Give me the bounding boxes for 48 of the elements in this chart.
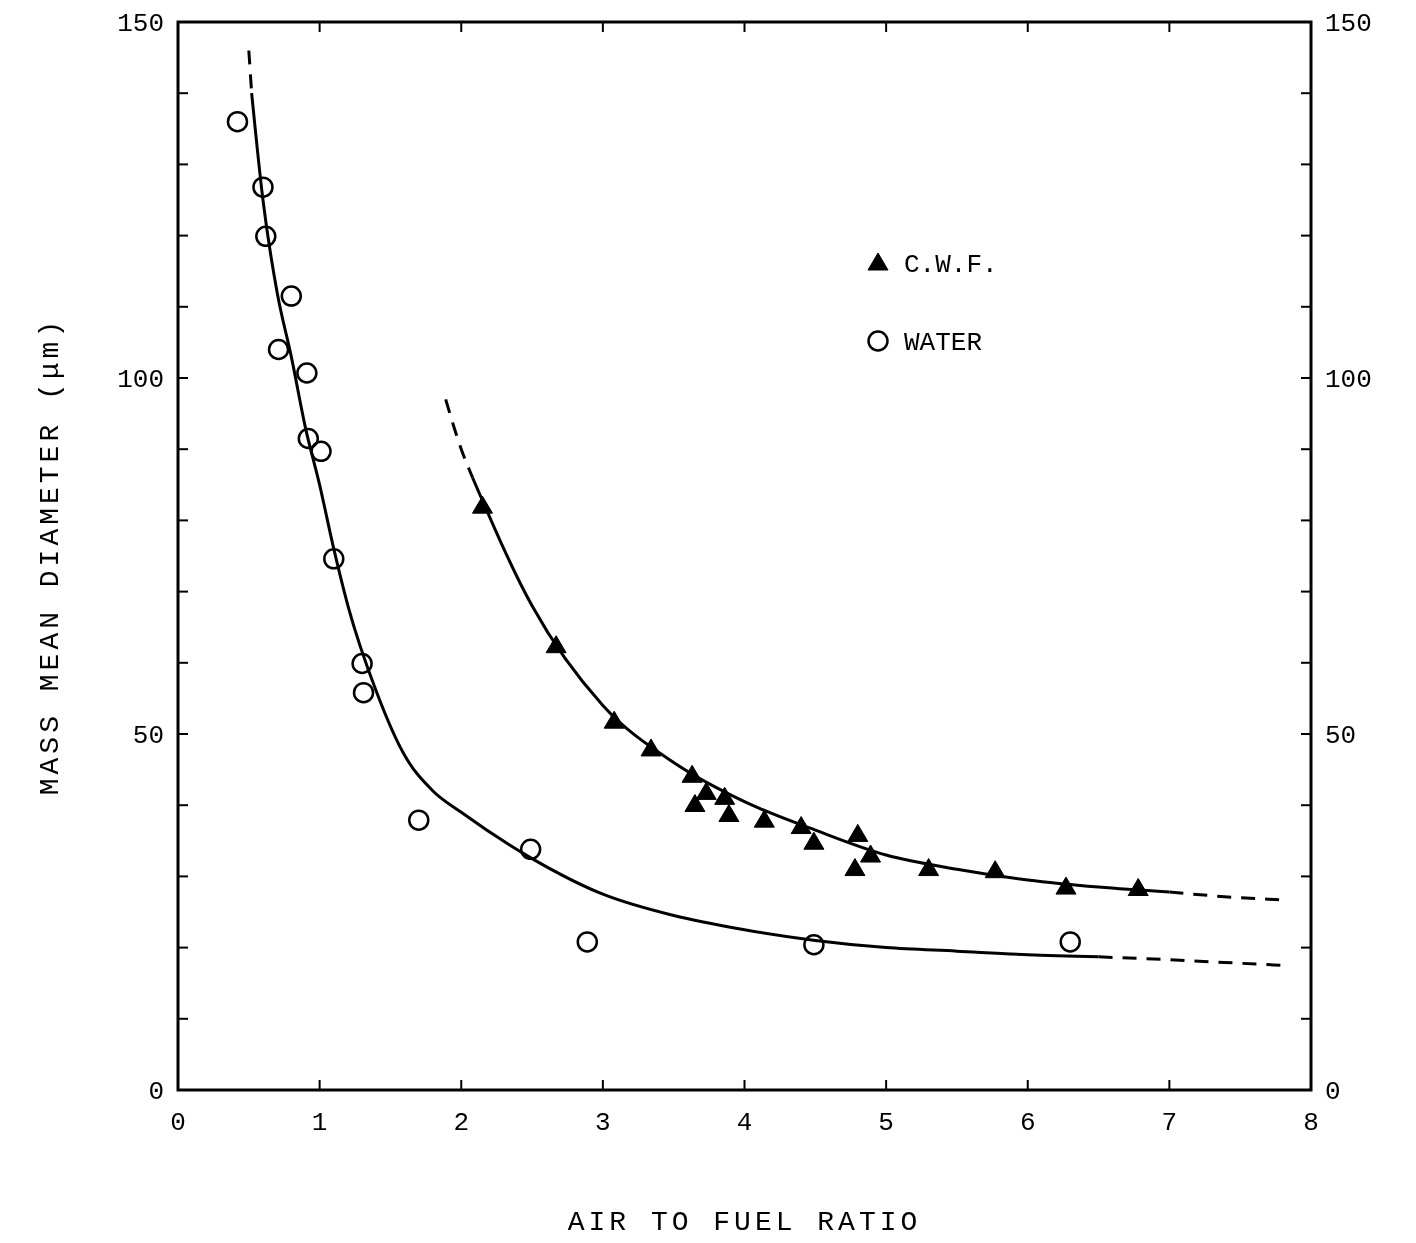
- x-tick-label: 7: [1161, 1108, 1178, 1138]
- point: [684, 793, 706, 812]
- y-tick-label: 50: [132, 721, 164, 752]
- y-tick-label: 0: [148, 1077, 164, 1108]
- y-axis-title: MASS MEAN DIAMETER (μm): [35, 316, 66, 796]
- x-tick-label: 3: [595, 1108, 611, 1138]
- legend-label: WATER: [904, 328, 983, 359]
- point: [844, 858, 866, 877]
- point: [753, 809, 775, 828]
- y2-tick-label: 50: [1325, 721, 1357, 752]
- x-tick-label: 2: [453, 1108, 470, 1138]
- point: [351, 652, 373, 675]
- point: [280, 285, 303, 307]
- point: [226, 110, 249, 133]
- point: [918, 858, 940, 877]
- y-tick-label: 100: [117, 365, 164, 396]
- x-tick-label: 8: [1303, 1108, 1319, 1138]
- x-tick-label: 5: [878, 1108, 894, 1138]
- point: [519, 838, 542, 861]
- point: [803, 831, 825, 850]
- point: [267, 338, 290, 361]
- point: [323, 548, 345, 570]
- point: [297, 427, 320, 450]
- point: [847, 823, 869, 842]
- point: [352, 681, 375, 704]
- point: [1059, 931, 1081, 953]
- point: [714, 786, 736, 805]
- point: [576, 931, 599, 953]
- x-axis-title: AIR TO FUEL RATIO: [567, 1207, 922, 1238]
- x-tick-label: 1: [311, 1108, 328, 1138]
- point: [1055, 876, 1077, 895]
- point: [296, 362, 318, 384]
- point: [310, 440, 332, 463]
- x-tick-label: 6: [1019, 1108, 1036, 1138]
- y2-tick-label: 0: [1325, 1077, 1341, 1108]
- y-tick-label: 150: [117, 9, 164, 40]
- point: [718, 803, 740, 822]
- point: [695, 781, 717, 800]
- legend-label: C.W.F.: [904, 250, 998, 281]
- x-tick-label: 4: [736, 1108, 753, 1138]
- point: [255, 225, 277, 248]
- point: [408, 809, 430, 831]
- point: [252, 176, 274, 198]
- x-tick-label: 0: [170, 1108, 186, 1138]
- point: [803, 934, 825, 956]
- point: [860, 844, 882, 863]
- y2-tick-label: 100: [1325, 365, 1372, 396]
- y2-tick-label: 150: [1325, 9, 1372, 40]
